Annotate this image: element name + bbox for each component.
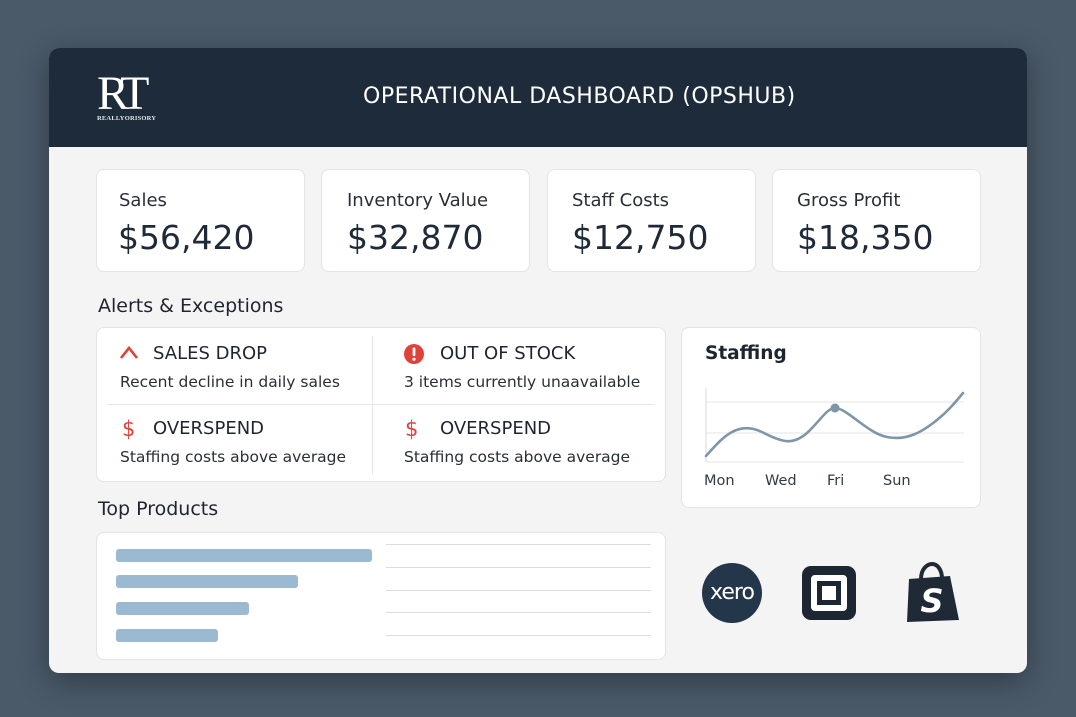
alert-title: SALES DROP [153,343,268,364]
kpi-card-sales[interactable]: Sales $56,420 [96,169,305,272]
product-bar[interactable] [116,549,372,562]
kpi-label: Inventory Value [347,190,489,211]
alert-description: Staffing costs above average [120,448,347,466]
staffing-title: Staffing [705,343,787,364]
product-bar[interactable] [116,629,218,642]
product-row-line [386,590,651,591]
alert-description: 3 items currently unaavailable [404,373,641,391]
kpi-label: Staff Costs [572,190,670,211]
alerts-panel: SALES DROP Recent decline in daily sales… [96,327,666,482]
brand-logo: RT [97,67,150,120]
alerts-heading: Alerts & Exceptions [98,295,284,317]
kpi-card-gross-profit[interactable]: Gross Profit $18,350 [772,169,981,272]
staffing-line-chart [704,388,965,463]
staffing-card[interactable]: Staffing Mon Wed Fri Sun [681,327,981,508]
top-products-heading: Top Products [98,498,219,520]
product-row-line [386,612,651,613]
brand-logo-subtext: REALLYORISORY [97,115,157,122]
alert-description: Staffing costs above average [404,448,631,466]
x-tick-label: Mon [704,473,735,489]
alert-title: OVERSPEND [440,418,552,439]
app-header: RT REALLYORISORY OPERATIONAL DASHBOARD (… [49,48,1027,147]
error-circle-icon [403,343,425,370]
product-row-line [386,567,651,568]
xero-logo-icon[interactable]: xero [702,563,762,623]
dollar-icon: $ [405,417,419,441]
alert-title: OUT OF STOCK [440,343,576,364]
x-tick-label: Fri [827,473,845,489]
product-bar[interactable] [116,602,249,615]
x-tick-label: Wed [765,473,797,489]
product-row-line [386,635,651,636]
shopify-bag-icon[interactable]: S [904,561,960,629]
xero-logo-text: xero [710,580,755,605]
kpi-label: Gross Profit [797,190,901,211]
kpi-value: $56,420 [118,218,255,257]
kpi-value: $32,870 [347,218,484,257]
kpi-value: $18,350 [797,218,934,257]
kpi-label: Sales [119,190,167,211]
staffing-highlight-point [830,403,840,413]
kpi-card-staff-costs[interactable]: Staff Costs $12,750 [547,169,756,272]
kpi-card-inventory[interactable]: Inventory Value $32,870 [321,169,530,272]
warning-chevron-icon [119,345,139,365]
alerts-divider-vertical [372,336,373,474]
shopify-letter: S [920,582,943,620]
top-products-panel [96,532,666,660]
alerts-divider-horizontal [107,404,655,405]
x-tick-label: Sun [883,473,911,489]
alert-title: OVERSPEND [153,418,265,439]
product-row-line [386,544,651,545]
product-bar[interactable] [116,575,298,588]
dollar-icon: $ [122,417,136,441]
alert-description: Recent decline in daily sales [120,373,340,391]
kpi-value: $12,750 [572,218,709,257]
square-logo-icon[interactable] [802,566,856,620]
page-title: OPERATIONAL DASHBOARD (OPSHUB) [363,84,796,109]
dashboard-window: RT REALLYORISORY OPERATIONAL DASHBOARD (… [49,48,1027,673]
